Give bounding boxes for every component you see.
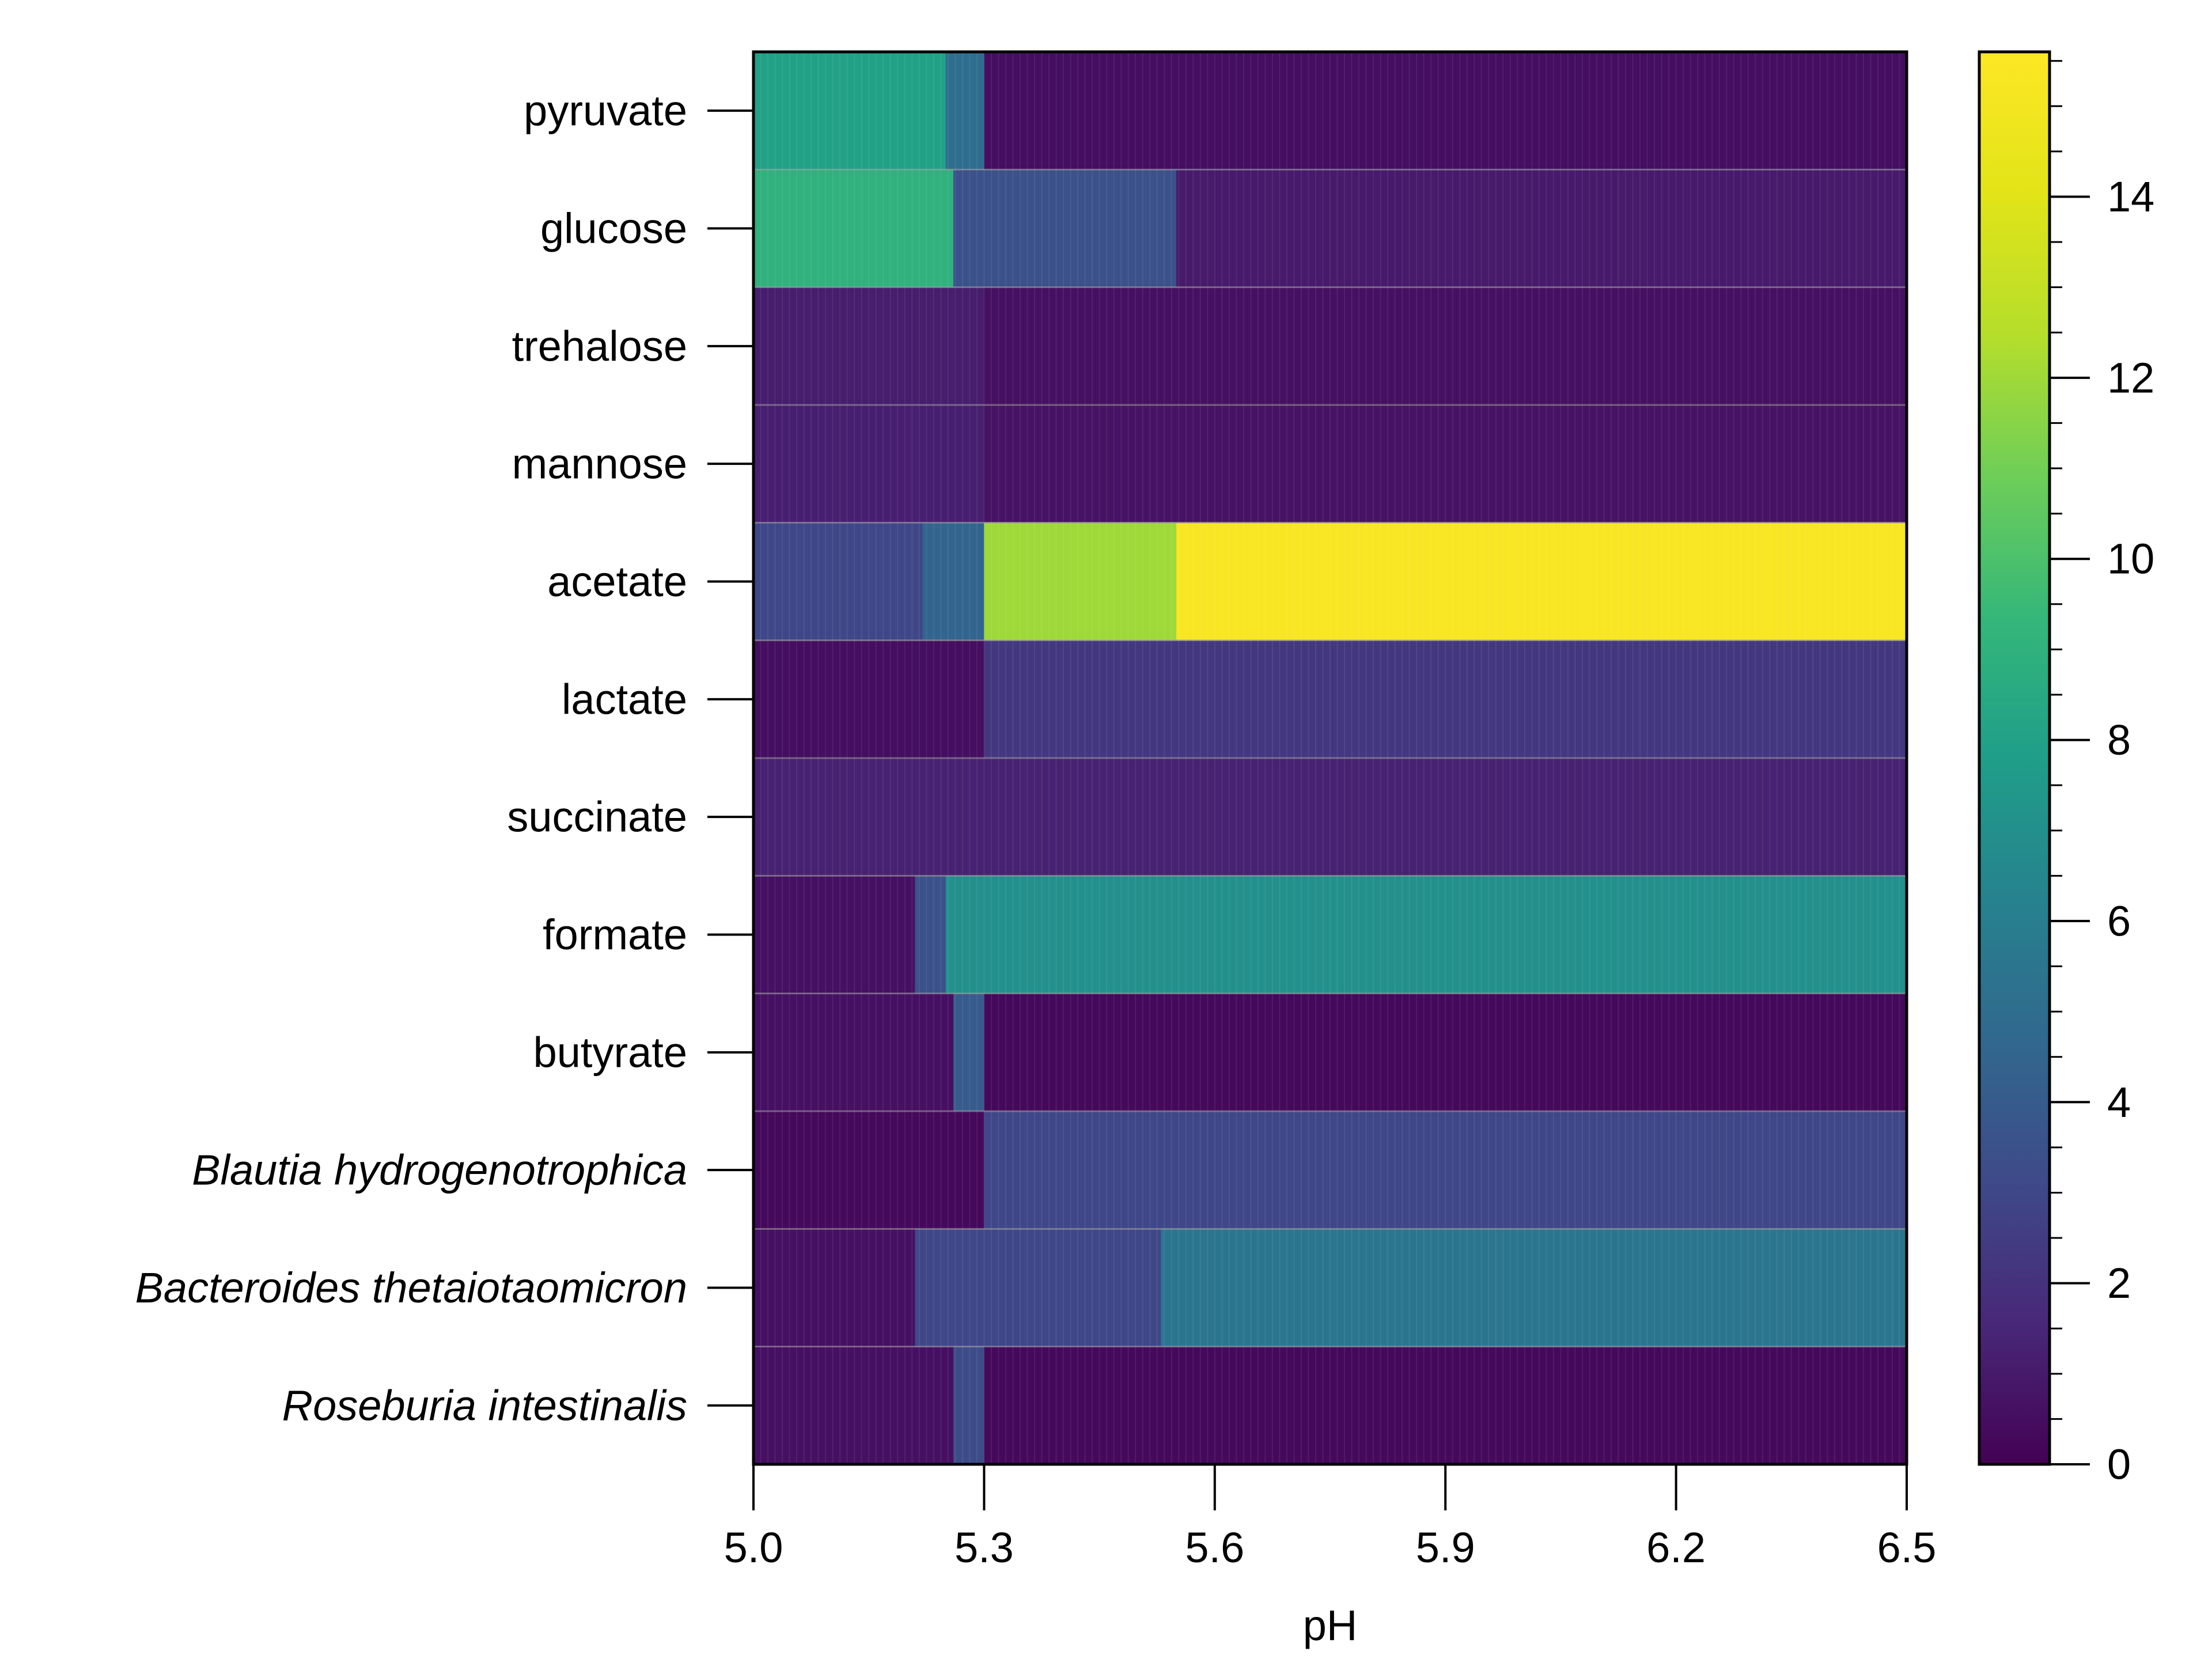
heatmap-cell: [753, 522, 923, 641]
colorbar-tick-label: 10: [2107, 535, 2154, 583]
x-tick-label: 5.3: [955, 1524, 1014, 1571]
heatmap-cell: [984, 522, 1177, 641]
heatmap-cell: [753, 1111, 984, 1229]
y-tick-label: butyrate: [533, 1028, 687, 1076]
y-tick-label: Roseburia intestinalis: [282, 1381, 687, 1429]
row-separators: [753, 168, 1907, 1348]
heatmap-cell: [922, 522, 984, 641]
heatmap-cell: [984, 405, 1907, 523]
x-tick-label: 6.5: [1877, 1524, 1937, 1571]
heatmap-cell: [945, 876, 1907, 994]
heatmap-cells: [753, 52, 1907, 1464]
heatmap-cell: [753, 52, 946, 170]
heatmap-cell: [915, 1229, 1161, 1347]
heatmap-cell: [984, 640, 1907, 758]
x-tick-label: 5.9: [1416, 1524, 1475, 1571]
y-tick-label: Bacteroides thetaiotaomicron: [135, 1264, 687, 1312]
y-tick-label: Blautia hydrogenotrophica: [192, 1146, 687, 1194]
heatmap-cell: [1176, 522, 1907, 641]
y-tick-label: succinate: [507, 793, 687, 841]
x-axis: 5.0 5.3 5.6 5.9 6.2 6.5: [724, 1464, 1937, 1571]
heatmap-cell: [753, 758, 1907, 876]
x-tick-label: 5.6: [1185, 1524, 1244, 1571]
colorbar-tick-label: 0: [2107, 1441, 2131, 1488]
heatmap-cell: [945, 52, 984, 170]
heatmap-cell: [753, 405, 984, 523]
heatmap-cell: [984, 287, 1907, 405]
colorbar-tick-label: 8: [2107, 716, 2131, 764]
colorbar-tick-label: 4: [2107, 1078, 2131, 1126]
y-tick-label: acetate: [547, 558, 687, 605]
heatmap-cell: [953, 169, 1177, 287]
colorbar-tick-label: 14: [2107, 173, 2154, 221]
heatmap-cell: [753, 169, 954, 287]
heatmap-cell: [1176, 169, 1907, 287]
x-tick-label: 5.0: [724, 1524, 783, 1571]
colorbar-tick-label: 12: [2107, 354, 2154, 402]
heatmap-cell: [953, 1346, 984, 1464]
heatmap-cell: [984, 993, 1907, 1111]
colorbar-tick-label: 6: [2107, 897, 2131, 945]
y-tick-label: lactate: [562, 675, 687, 723]
heatmap-cell: [753, 1346, 954, 1464]
x-axis-title: pH: [1303, 1601, 1358, 1649]
y-tick-label: formate: [543, 911, 687, 959]
heatmap-cell: [984, 1111, 1907, 1229]
heatmap-cell: [753, 287, 984, 405]
plot-frame: [752, 50, 1908, 1466]
colorbar-tick-label: 2: [2107, 1259, 2131, 1307]
x-tick-label: 6.2: [1646, 1524, 1706, 1571]
heatmap-cell: [1161, 1229, 1907, 1347]
colorbar: [1978, 50, 2051, 1466]
heatmap-cell: [753, 640, 984, 758]
y-tick-label: mannose: [512, 440, 687, 488]
y-tick-label: glucose: [540, 204, 687, 252]
colorbar-axis: 0 2 4 6 8 10 12 14: [2050, 60, 2154, 1488]
heatmap-cell: [753, 1229, 915, 1347]
y-axis: pyruvate glucose trehalose mannose acetate la…: [135, 87, 753, 1429]
heatmap-cell: [984, 52, 1907, 170]
heatmap-cell: [753, 993, 954, 1111]
y-tick-label: pyruvate: [524, 87, 687, 135]
heatmap-cell: [984, 1346, 1907, 1464]
y-tick-label: trehalose: [512, 322, 687, 370]
heatmap-cell: [915, 876, 946, 994]
heatmap-cell: [953, 993, 984, 1111]
heatmap-cell: [753, 876, 915, 994]
